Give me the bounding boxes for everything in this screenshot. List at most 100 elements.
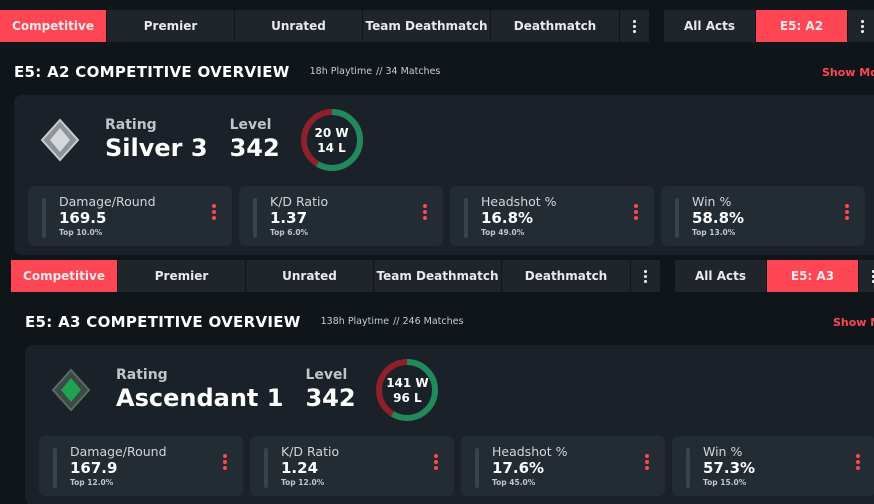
- stat-name: Headshot %: [481, 194, 557, 209]
- stat-bar-fill: [675, 198, 679, 236]
- stat-menu[interactable]: [423, 210, 427, 214]
- act-tab[interactable]: All Acts: [664, 10, 756, 42]
- stat-card: Damage/Round 167.9 Top 12.0%: [39, 436, 243, 496]
- level: 342: [305, 384, 356, 412]
- stat-bar: [464, 198, 468, 238]
- mode-tab[interactable]: Premier: [118, 260, 246, 292]
- stat-bar-fill: [475, 448, 479, 470]
- stat-value: 58.8%: [692, 209, 745, 227]
- level: 342: [229, 134, 280, 162]
- mode-tab[interactable]: Deathmatch: [491, 10, 620, 42]
- level-label: Level: [305, 367, 348, 383]
- stat-card: Headshot % 16.8% Top 49.0%: [450, 186, 654, 246]
- mode-tab[interactable]: Deathmatch: [502, 260, 631, 292]
- stat-rank: Top 6.0%: [270, 228, 309, 237]
- stat-bar-fill: [253, 198, 257, 228]
- mode-tab[interactable]: Team Deathmatch: [363, 10, 491, 42]
- matches: // 34 Matches: [376, 66, 441, 77]
- section-title: E5: A2 COMPETITIVE OVERVIEW: [14, 63, 290, 81]
- stat-card: Win % 57.3% Top 15.0%: [672, 436, 874, 496]
- mode-tab[interactable]: Competitive: [0, 10, 107, 42]
- rating-label: Rating: [116, 367, 168, 383]
- stat-value: 169.5: [59, 209, 107, 227]
- act-tab[interactable]: All Acts: [675, 260, 767, 292]
- mode-tab[interactable]: Unrated: [235, 10, 363, 42]
- more-button[interactable]: [631, 260, 661, 292]
- stat-menu[interactable]: [634, 210, 638, 214]
- stat-bar: [53, 448, 57, 488]
- stat-menu[interactable]: [856, 460, 860, 464]
- dots-icon: [644, 274, 647, 278]
- mode-tab[interactable]: Premier: [107, 10, 235, 42]
- win-arc: [300, 109, 363, 171]
- stat-card: Headshot % 17.6% Top 45.0%: [461, 436, 665, 496]
- rank-name: Silver 3: [105, 134, 208, 162]
- stat-rank: Top 13.0%: [692, 228, 736, 237]
- level-label: Level: [229, 117, 272, 133]
- stat-bar-fill: [264, 448, 268, 480]
- icon-gem: [50, 128, 70, 152]
- stat-name: Win %: [692, 194, 732, 209]
- stat-bar: [264, 448, 268, 488]
- stat-name: Headshot %: [492, 444, 568, 459]
- wins: 20 W: [314, 126, 349, 140]
- overview-panel: Competitive Premier Unrated Team Deathmatch…: [0, 0, 874, 255]
- rank-name: Ascendant 1: [116, 384, 284, 412]
- act-tab[interactable]: E5: A3: [767, 260, 859, 292]
- stat-bar-fill: [464, 198, 468, 222]
- stat-bar: [675, 198, 679, 238]
- more-button[interactable]: [859, 260, 874, 292]
- act-tab[interactable]: E5: A2: [756, 10, 848, 42]
- stat-rank: Top 10.0%: [59, 228, 103, 237]
- mode-tab[interactable]: Team Deathmatch: [374, 260, 502, 292]
- show-more-link[interactable]: Show More: [822, 66, 874, 79]
- losses: 14 L: [317, 141, 346, 155]
- stat-name: Damage/Round: [59, 194, 156, 209]
- stat-name: K/D Ratio: [270, 194, 329, 209]
- stat-bar-fill: [42, 198, 46, 238]
- icon-gem: [61, 378, 81, 402]
- stat-rank: Top 49.0%: [481, 228, 525, 237]
- stat-bar: [686, 448, 690, 488]
- section-title: E5: A3 COMPETITIVE OVERVIEW: [25, 313, 301, 331]
- playtime: 138h Playtime: [320, 316, 390, 327]
- playtime: 18h Playtime: [309, 66, 373, 77]
- dots-icon: [872, 274, 874, 278]
- stat-menu[interactable]: [645, 460, 649, 464]
- stat-card: K/D Ratio 1.37 Top 6.0%: [239, 186, 443, 246]
- stat-menu[interactable]: [434, 460, 438, 464]
- matches: // 246 Matches: [393, 316, 464, 327]
- losses: 96 L: [393, 391, 422, 405]
- stat-bar: [475, 448, 479, 488]
- win-arc: [376, 359, 439, 421]
- stat-value: 1.24: [281, 459, 319, 477]
- stat-value: 167.9: [70, 459, 118, 477]
- more-button[interactable]: [848, 10, 874, 42]
- stat-card: Damage/Round 169.5 Top 10.0%: [28, 186, 232, 246]
- stat-rank: Top 15.0%: [703, 478, 747, 487]
- mode-tab[interactable]: Competitive: [11, 260, 118, 292]
- stat-bar: [42, 198, 46, 238]
- stat-menu[interactable]: [212, 210, 216, 214]
- stat-value: 57.3%: [703, 459, 756, 477]
- stat-rank: Top 45.0%: [492, 478, 536, 487]
- stat-rank: Top 12.0%: [281, 478, 325, 487]
- wins: 141 W: [386, 376, 429, 390]
- rank-icon: [51, 368, 91, 412]
- stat-name: Damage/Round: [70, 444, 167, 459]
- rank-icon: [40, 118, 80, 162]
- stat-value: 16.8%: [481, 209, 534, 227]
- mode-tab[interactable]: Unrated: [246, 260, 374, 292]
- stat-bar-fill: [686, 448, 690, 486]
- stat-menu[interactable]: [845, 210, 849, 214]
- stat-card: Win % 58.8% Top 13.0%: [661, 186, 865, 246]
- stat-name: Win %: [703, 444, 743, 459]
- stat-rank: Top 12.0%: [70, 478, 114, 487]
- stat-menu[interactable]: [223, 460, 227, 464]
- more-button[interactable]: [620, 10, 650, 42]
- win-loss-ring: [376, 359, 439, 421]
- stat-bar: [253, 198, 257, 238]
- rating-label: Rating: [105, 117, 157, 133]
- show-more-link[interactable]: Show More: [833, 316, 874, 329]
- win-loss-ring: [300, 109, 363, 171]
